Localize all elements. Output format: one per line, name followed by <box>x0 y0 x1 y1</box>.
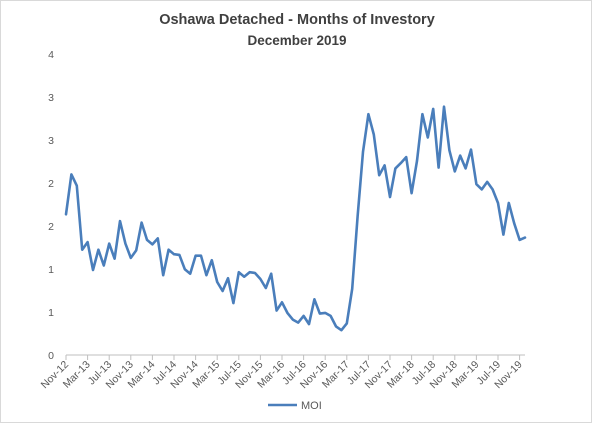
y-tick-label: 3 <box>48 92 54 104</box>
moi-series-line <box>64 105 527 332</box>
legend: MOI <box>268 400 322 412</box>
legend-label: MOI <box>301 400 322 412</box>
y-tick-label: 1 <box>48 264 54 276</box>
y-axis: 0 1 1 2 2 3 3 4 <box>48 49 54 362</box>
y-tick-label: 2 <box>48 221 54 233</box>
y-tick-label: 2 <box>48 178 54 190</box>
series-layer <box>64 105 527 332</box>
chart-subtitle: December 2019 <box>247 33 346 48</box>
y-tick-label: 1 <box>48 307 54 319</box>
x-axis: Nov-12Mar-13Jul-13Nov-13Mar-14Jul-14Nov-… <box>39 354 525 391</box>
chart-title: Oshawa Detached - Months of Investory <box>159 12 435 28</box>
y-tick-label: 4 <box>48 49 54 61</box>
y-tick-label: 0 <box>48 350 54 362</box>
y-tick-label: 3 <box>48 135 54 147</box>
